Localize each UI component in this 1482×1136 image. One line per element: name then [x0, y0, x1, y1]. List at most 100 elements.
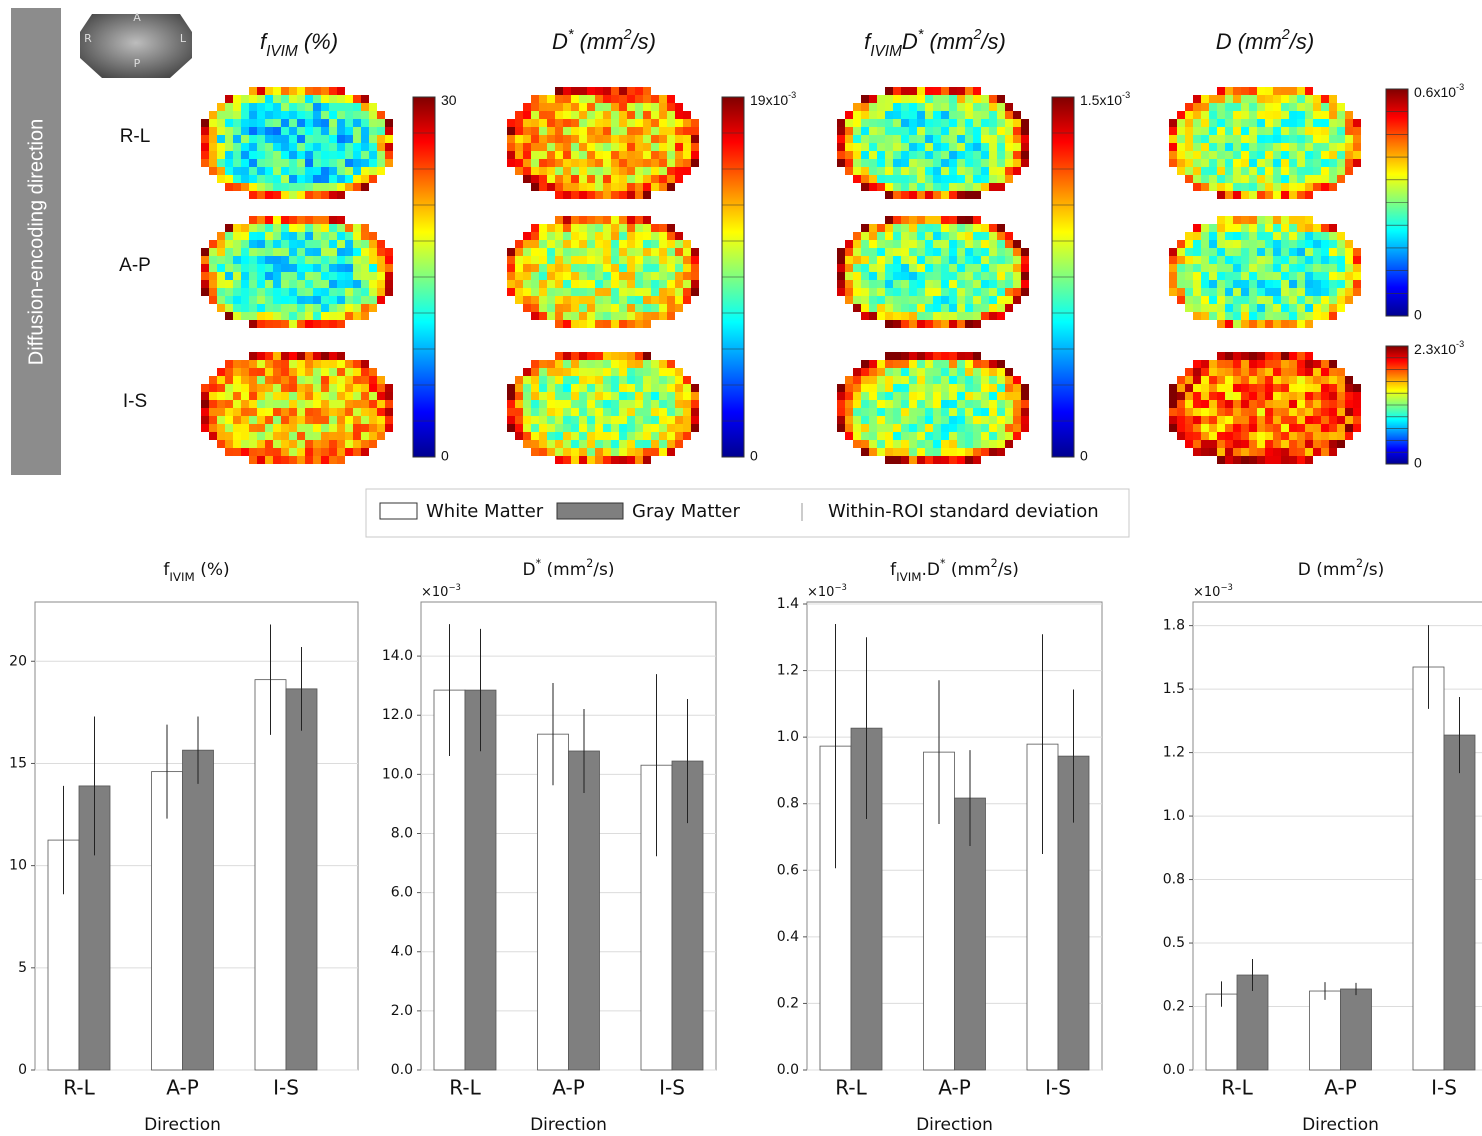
map-pixel	[1329, 416, 1337, 424]
map-pixel	[667, 159, 675, 167]
map-pixel	[1013, 119, 1021, 127]
map-pixel	[1257, 384, 1265, 392]
map-pixel	[1177, 127, 1185, 135]
map-pixel	[1177, 135, 1185, 143]
map-pixel	[1201, 432, 1209, 440]
map-pixel	[1225, 224, 1233, 232]
map-pixel	[1313, 400, 1321, 408]
map-pixel	[1273, 167, 1281, 175]
map-pixel	[1249, 296, 1257, 304]
map-pixel	[571, 256, 579, 264]
map-pixel	[619, 175, 627, 183]
map-pixel	[369, 392, 377, 400]
map-pixel	[587, 272, 595, 280]
map-pixel	[989, 103, 997, 111]
map-pixel	[579, 432, 587, 440]
map-pixel	[893, 432, 901, 440]
map-pixel	[691, 127, 699, 135]
map-pixel	[989, 432, 997, 440]
map-pixel	[949, 264, 957, 272]
map-pixel	[563, 167, 571, 175]
map-pixel	[539, 304, 547, 312]
map-pixel	[925, 127, 933, 135]
map-pixel	[901, 368, 909, 376]
chart-title-part: 2	[586, 557, 593, 570]
map-pixel	[1249, 224, 1257, 232]
map-pixel	[1297, 175, 1305, 183]
map-pixel	[957, 400, 965, 408]
map-pixel	[893, 440, 901, 448]
map-pixel	[1201, 408, 1209, 416]
map-pixel	[853, 175, 861, 183]
y-tick-label: 1.4	[777, 596, 799, 612]
map-pixel	[973, 240, 981, 248]
map-pixel	[1305, 103, 1313, 111]
map-pixel	[563, 456, 571, 464]
map-pixel	[643, 288, 651, 296]
map-pixel	[1265, 248, 1273, 256]
map-pixel	[385, 384, 393, 392]
y-tick-label: 2.0	[391, 1003, 413, 1019]
map-pixel	[1013, 111, 1021, 119]
map-pixel	[909, 272, 917, 280]
map-pixel	[949, 143, 957, 151]
map-pixel	[837, 280, 845, 288]
map-pixel	[627, 440, 635, 448]
map-pixel	[1297, 151, 1305, 159]
map-pixel	[989, 159, 997, 167]
map-pixel	[579, 224, 587, 232]
map-pixel	[869, 119, 877, 127]
map-pixel	[225, 440, 233, 448]
map-pixel	[1297, 400, 1305, 408]
map-pixel	[289, 216, 297, 224]
map-pixel	[675, 127, 683, 135]
map-pixel	[635, 376, 643, 384]
map-pixel	[619, 392, 627, 400]
map-pixel	[289, 95, 297, 103]
map-pixel	[1217, 384, 1225, 392]
map-pixel	[273, 256, 281, 264]
map-pixel	[531, 224, 539, 232]
map-pixel	[361, 111, 369, 119]
map-pixel	[313, 312, 321, 320]
map-pixel	[1305, 304, 1313, 312]
map-pixel	[201, 127, 209, 135]
map-pixel	[675, 135, 683, 143]
map-pixel	[233, 119, 241, 127]
map-pixel	[217, 175, 225, 183]
map-pixel	[981, 384, 989, 392]
map-pixel	[1013, 248, 1021, 256]
map-pixel	[1233, 127, 1241, 135]
map-pixel	[619, 400, 627, 408]
map-pixel	[1289, 248, 1297, 256]
map-pixel	[345, 368, 353, 376]
map-pixel	[547, 280, 555, 288]
map-pixel	[225, 376, 233, 384]
map-pixel	[643, 440, 651, 448]
map-pixel	[507, 248, 515, 256]
map-pixel	[1297, 272, 1305, 280]
map-pixel	[869, 240, 877, 248]
map-pixel	[627, 159, 635, 167]
map-pixel	[1265, 448, 1273, 456]
map-pixel	[571, 240, 579, 248]
map-pixel	[1353, 416, 1361, 424]
map-pixel	[917, 224, 925, 232]
map-pixel	[965, 135, 973, 143]
map-pixel	[539, 240, 547, 248]
map-pixel	[619, 159, 627, 167]
map-pixel	[619, 280, 627, 288]
chart-title-part: 2	[991, 557, 998, 570]
map-pixel	[241, 288, 249, 296]
map-pixel	[643, 232, 651, 240]
map-pixel	[587, 111, 595, 119]
map-pixel	[217, 296, 225, 304]
map-pixel	[523, 175, 531, 183]
map-pixel	[377, 256, 385, 264]
map-pixel	[1185, 296, 1193, 304]
map-pixel	[563, 368, 571, 376]
map-pixel	[1273, 440, 1281, 448]
y-tick-label: 0.2	[1163, 999, 1185, 1015]
map-pixel	[1289, 400, 1297, 408]
map-title-part: *	[568, 27, 574, 43]
